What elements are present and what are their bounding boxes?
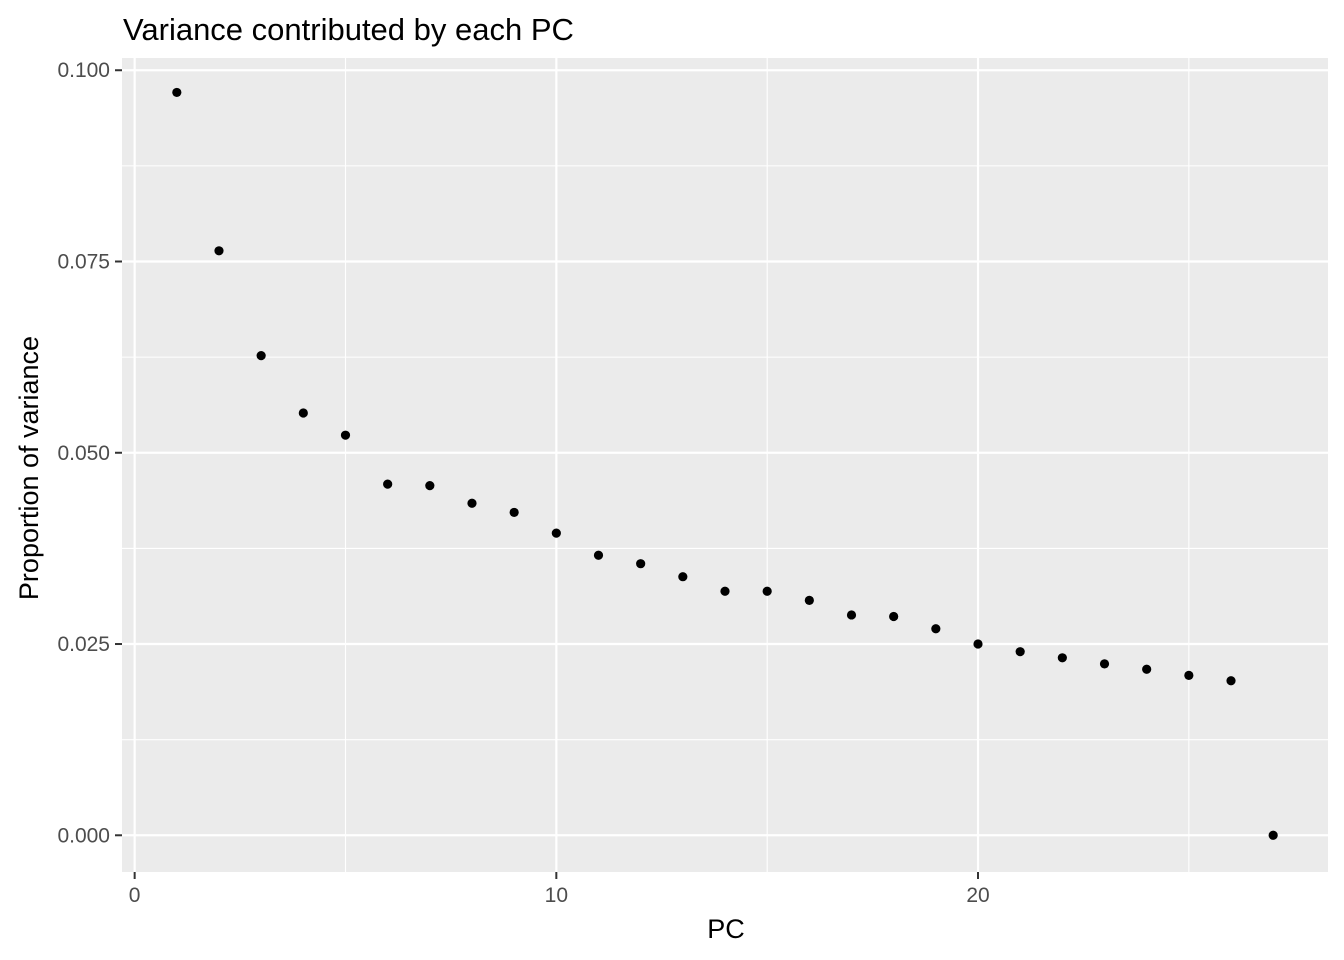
y-tick-label: 0.075 xyxy=(57,251,110,274)
x-tick-label: 20 xyxy=(966,884,989,907)
data-point xyxy=(1142,664,1152,674)
data-point xyxy=(762,586,772,596)
x-tick-label: 0 xyxy=(129,884,141,907)
data-point xyxy=(1057,653,1067,663)
major-gridlines xyxy=(122,58,1328,872)
data-point xyxy=(846,610,857,620)
data-point xyxy=(889,611,899,622)
data-point xyxy=(973,639,983,649)
data-point xyxy=(256,350,266,361)
y-tick-label: 0.000 xyxy=(57,824,110,847)
y-axis-title: Proportion of variance xyxy=(14,336,44,600)
data-point xyxy=(636,559,646,569)
data-point xyxy=(340,430,351,440)
data-point xyxy=(1268,830,1278,840)
data-point xyxy=(1015,647,1025,657)
data-point xyxy=(931,624,941,634)
data-point xyxy=(509,507,519,518)
data-point xyxy=(720,586,730,596)
data-point xyxy=(383,479,393,489)
y-axis: 0.000 0.025 0.050 0.075 0.100 xyxy=(57,59,122,847)
data-point xyxy=(214,246,224,256)
data-point xyxy=(467,498,477,508)
data-point xyxy=(1226,676,1236,686)
data-point xyxy=(172,87,182,98)
data-point xyxy=(804,595,814,606)
data-point xyxy=(551,528,561,538)
y-tick-label: 0.100 xyxy=(57,59,110,82)
y-tick-label: 0.025 xyxy=(57,633,110,656)
x-tick-label: 10 xyxy=(545,884,568,907)
data-point xyxy=(1184,670,1194,680)
data-point xyxy=(298,408,308,418)
x-axis-title: PC xyxy=(707,914,745,944)
data-point xyxy=(1099,659,1110,669)
x-axis: 0 10 20 xyxy=(129,872,990,907)
plot-panel xyxy=(122,58,1328,872)
minor-gridlines xyxy=(122,58,1328,872)
chart-title: Variance contributed by each PC xyxy=(123,12,574,47)
y-tick-label: 0.050 xyxy=(57,442,110,465)
data-point xyxy=(425,481,435,491)
data-points xyxy=(172,87,1278,840)
data-point xyxy=(678,572,688,582)
data-point xyxy=(593,550,604,560)
